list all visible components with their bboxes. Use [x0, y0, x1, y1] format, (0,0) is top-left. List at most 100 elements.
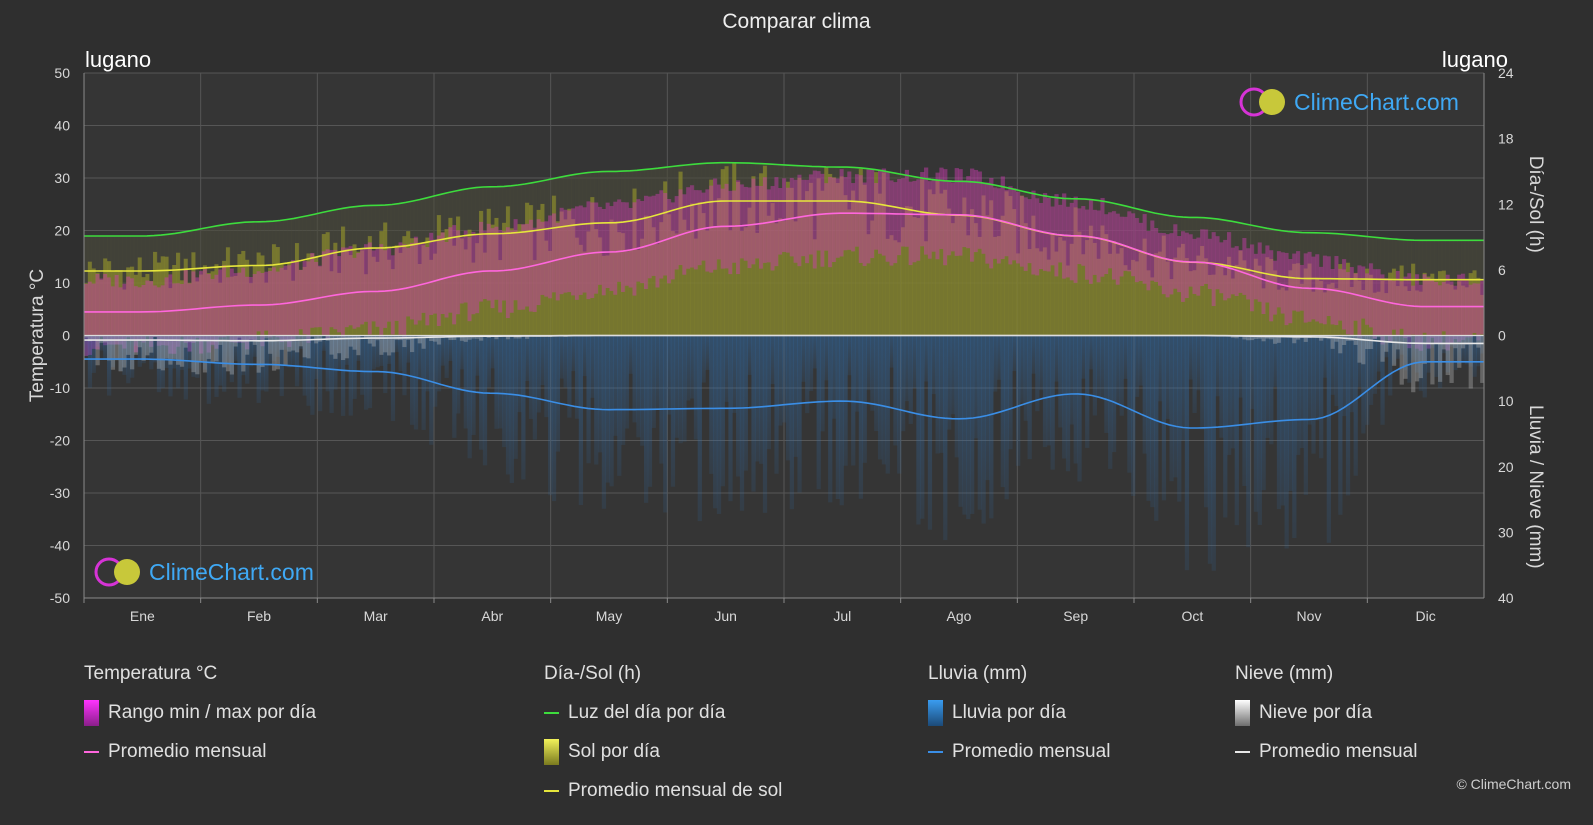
rain-bar [218, 335, 223, 386]
rain-bar [317, 335, 323, 412]
temp-range-bar [866, 169, 871, 264]
snow-bar [356, 335, 361, 356]
brand-logo-bottom[interactable]: ClimeChart.com [93, 556, 314, 588]
rain-bar [130, 335, 135, 378]
daylight-bar [1280, 230, 1285, 336]
sunshine-bar [877, 193, 883, 336]
rain-bar [1227, 335, 1232, 455]
snow-bar [156, 335, 162, 369]
temp-range-bar [1016, 191, 1021, 264]
rain-bar [1445, 335, 1450, 373]
rain-bar [1238, 335, 1243, 398]
temp-range-bar [1008, 186, 1013, 265]
daylight-bar [1384, 238, 1389, 336]
sunshine-bar [160, 256, 165, 336]
sunshine-bar [847, 209, 852, 336]
temp-range-bar [1173, 224, 1178, 289]
temp-range-bar [252, 274, 258, 342]
snow-bar [367, 335, 373, 344]
sunshine-bar [367, 236, 373, 336]
sunshine-bar [130, 266, 135, 336]
brand-logo-top[interactable]: ClimeChart.com [1238, 86, 1459, 118]
rain-bar [1077, 335, 1082, 482]
rain-bar [544, 335, 549, 418]
rain-bar [766, 335, 771, 450]
rain-bar [1460, 335, 1466, 362]
sunshine-bar [1273, 270, 1278, 336]
sunshine-bar [985, 215, 990, 336]
sunshine-bar [843, 195, 848, 336]
rain-bar [417, 335, 422, 381]
sunshine-bar [624, 251, 630, 336]
rain-bar [1134, 335, 1140, 397]
sunshine-bar [1204, 258, 1209, 336]
temp-range-bar [1023, 197, 1028, 271]
temp-range-bar [141, 284, 146, 343]
sunshine-bar [459, 238, 465, 336]
sunshine-bar [1092, 242, 1098, 336]
legend-temp-avg: Promedio mensual [84, 740, 316, 763]
temp-range-bar [736, 180, 741, 275]
snow-bar [210, 335, 215, 363]
sunshine-bar [1227, 256, 1232, 336]
rain-bar [110, 335, 116, 368]
rain-bar [789, 335, 794, 510]
temp-range-bar [137, 287, 142, 341]
temp-range-bar [705, 189, 710, 272]
sunshine-bar [1173, 257, 1178, 336]
sunshine-bar [287, 263, 292, 336]
snow-bar [84, 335, 89, 338]
temp-range-bar [540, 221, 545, 295]
rain-bar [1180, 335, 1186, 441]
sunshine-bar [1299, 283, 1305, 336]
temp-range-bar [993, 187, 998, 259]
rain-bar [1039, 335, 1044, 391]
sunshine-bar [812, 239, 818, 336]
rain-bar [640, 335, 645, 446]
sunshine-bar [1276, 289, 1282, 336]
sunshine-bar [1142, 238, 1147, 336]
rain-bar [900, 335, 906, 432]
rain-bar [632, 335, 637, 423]
sunshine-bar [1265, 257, 1270, 336]
temp-range-bar [1154, 228, 1159, 282]
temp-range-bar [1230, 247, 1236, 295]
snow-bar [264, 335, 269, 339]
rain-bar [122, 335, 127, 375]
rain-bar [996, 335, 1002, 380]
rain-bar [521, 335, 526, 480]
snow-bar [145, 335, 150, 356]
rain-bar [1292, 335, 1297, 539]
sunshine-bar [720, 169, 725, 336]
temp-range-bar [690, 185, 695, 268]
snow-bar [256, 335, 261, 373]
temp-range-bar [1035, 198, 1040, 276]
temp-range-bar [210, 278, 215, 345]
rain-bar [1453, 335, 1458, 371]
sunshine-bar [904, 206, 910, 336]
rain-bar [747, 335, 752, 375]
sunshine-bar [1223, 275, 1228, 336]
snow-bar [390, 335, 396, 353]
sunshine-bar [958, 216, 963, 336]
sunshine-bar [647, 217, 653, 336]
rain-bar [348, 335, 353, 416]
rain-bar [828, 335, 833, 503]
temp-range-bar [586, 201, 591, 300]
sunshine-bar [528, 205, 534, 336]
temp-range-bar [778, 188, 783, 255]
temp-range-bar [314, 261, 319, 328]
snow-bar [433, 335, 438, 342]
rain-bar [548, 335, 553, 496]
temp-range-bar [816, 171, 821, 251]
sunshine-bar [536, 209, 541, 336]
sunshine-bar [1211, 274, 1216, 336]
snow-bar [199, 335, 204, 362]
rain-bar [187, 335, 192, 369]
temp-range-bar [1115, 213, 1121, 285]
temp-range-bar [505, 227, 511, 319]
temp-range-bar [617, 199, 622, 282]
sunshine-bar [996, 236, 1002, 336]
rain-bar [452, 335, 457, 438]
rain-bar [1242, 335, 1247, 486]
